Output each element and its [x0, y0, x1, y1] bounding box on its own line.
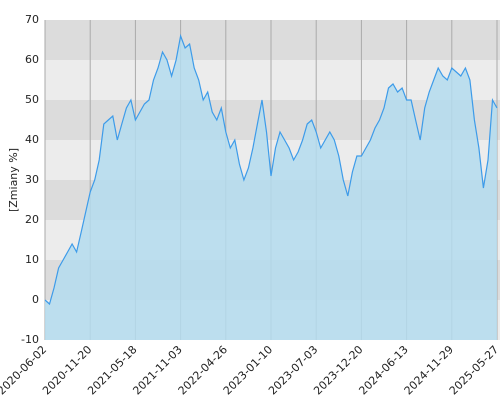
background-band [45, 60, 500, 100]
y-tick-label: -10 [21, 333, 39, 346]
y-tick-label: 70 [25, 13, 39, 26]
y-tick-label: 20 [25, 213, 39, 226]
y-tick-label: 50 [25, 93, 39, 106]
y-tick-label: 0 [32, 293, 39, 306]
area [45, 36, 497, 340]
y-axis-label: [Zmiany %] [7, 148, 20, 212]
line [44, 33, 498, 306]
y-tick-label: 30 [25, 173, 39, 186]
y-tick-label: 10 [25, 253, 39, 266]
background-band [45, 20, 500, 60]
y-tick-label: 40 [25, 133, 39, 146]
y-tick-label: 60 [25, 53, 39, 66]
